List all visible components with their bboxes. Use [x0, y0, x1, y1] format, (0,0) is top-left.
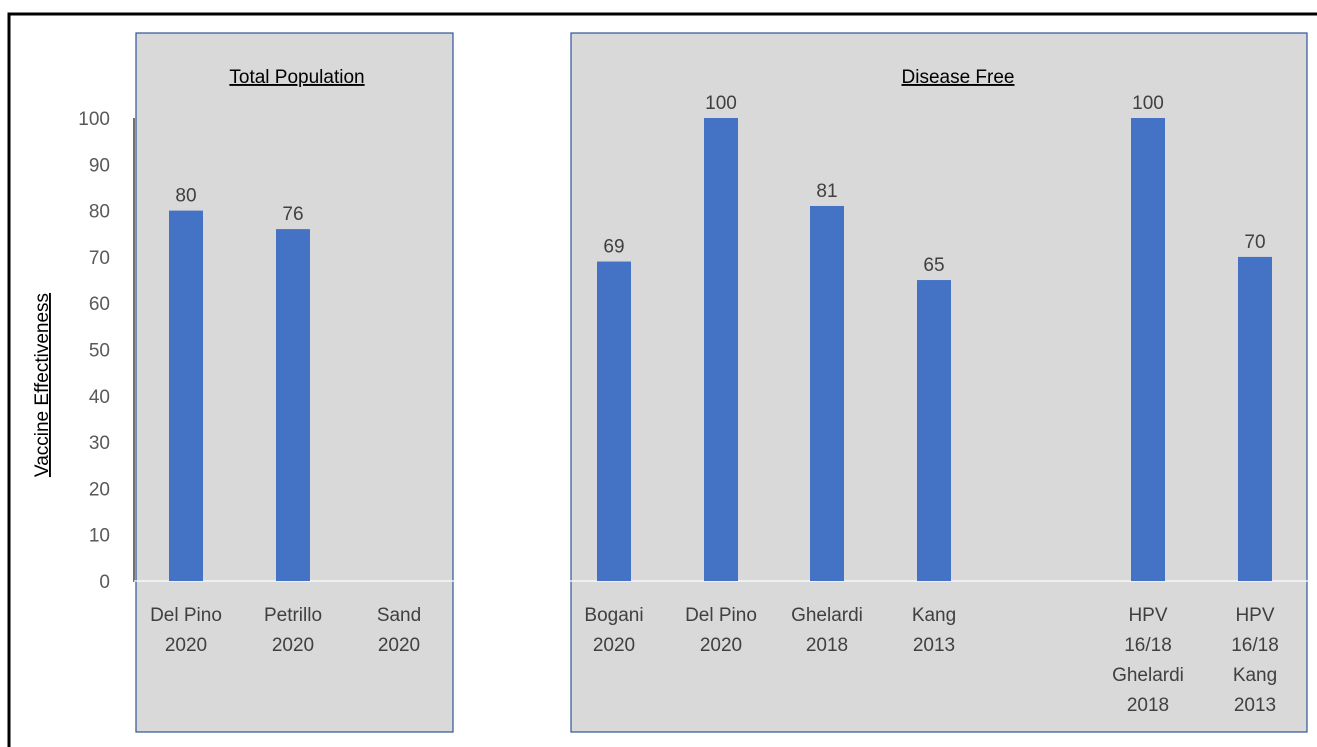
y-tick-label: 10	[89, 526, 110, 547]
category-label: Bogani	[584, 605, 643, 626]
y-tick-label: 50	[89, 341, 110, 362]
data-label: 80	[175, 186, 196, 207]
y-tick-labels: 0 10 20 30 40 50 60 70 80 90 100	[78, 109, 110, 593]
y-tick-label: 40	[89, 387, 110, 408]
bar	[1131, 118, 1165, 581]
category-label: 2020	[378, 635, 420, 656]
bar	[276, 229, 310, 581]
category-label: Kang	[1233, 665, 1277, 686]
bar	[917, 280, 951, 581]
panel-title-total-population: Total Population	[229, 67, 364, 88]
category-label: Kang	[912, 605, 956, 626]
y-tick-label: 60	[89, 294, 110, 315]
data-label: 100	[705, 93, 737, 114]
data-label: 76	[282, 204, 303, 225]
category-label: HPV	[1235, 605, 1274, 626]
bar	[597, 261, 631, 581]
category-label: Ghelardi	[791, 605, 863, 626]
category-label: 2020	[165, 635, 207, 656]
y-tick-label: 90	[89, 155, 110, 176]
bar	[810, 205, 844, 581]
category-label: 2020	[272, 635, 314, 656]
y-tick-label: 70	[89, 248, 110, 269]
category-label: 2018	[806, 635, 848, 656]
y-axis-label: Vaccine Effectiveness	[32, 293, 53, 477]
category-label: 16/18	[1231, 635, 1279, 656]
data-label: 70	[1244, 232, 1265, 253]
category-label: Petrillo	[264, 605, 322, 626]
bar	[1238, 256, 1272, 581]
data-label: 65	[923, 255, 944, 276]
y-tick-label: 100	[78, 109, 110, 130]
data-label: 69	[603, 237, 624, 258]
y-tick-label: 80	[89, 202, 110, 223]
category-label: Ghelardi	[1112, 665, 1184, 686]
category-label: HPV	[1128, 605, 1167, 626]
y-tick-label: 20	[89, 479, 110, 500]
category-label: 2020	[593, 635, 635, 656]
data-label: 100	[1132, 93, 1164, 114]
y-tick-label: 30	[89, 433, 110, 454]
category-label: Del Pino	[150, 605, 222, 626]
bar	[169, 210, 203, 581]
category-label: 2013	[1234, 695, 1276, 716]
data-label: 81	[816, 181, 837, 202]
category-label: 16/18	[1124, 635, 1172, 656]
category-label: 2013	[913, 635, 955, 656]
category-label: Sand	[377, 605, 421, 626]
category-label: 2018	[1127, 695, 1169, 716]
category-label: 2020	[700, 635, 742, 656]
bar	[704, 118, 738, 581]
labels-layer: 80 Del Pino 2020 76 Petrillo 2020 Sand 2020 69 Bo…	[150, 93, 1279, 716]
y-tick-label: 0	[99, 572, 110, 593]
category-label: Del Pino	[685, 605, 757, 626]
bars-layer	[169, 118, 1272, 581]
panel-title-disease-free: Disease Free	[902, 67, 1015, 88]
